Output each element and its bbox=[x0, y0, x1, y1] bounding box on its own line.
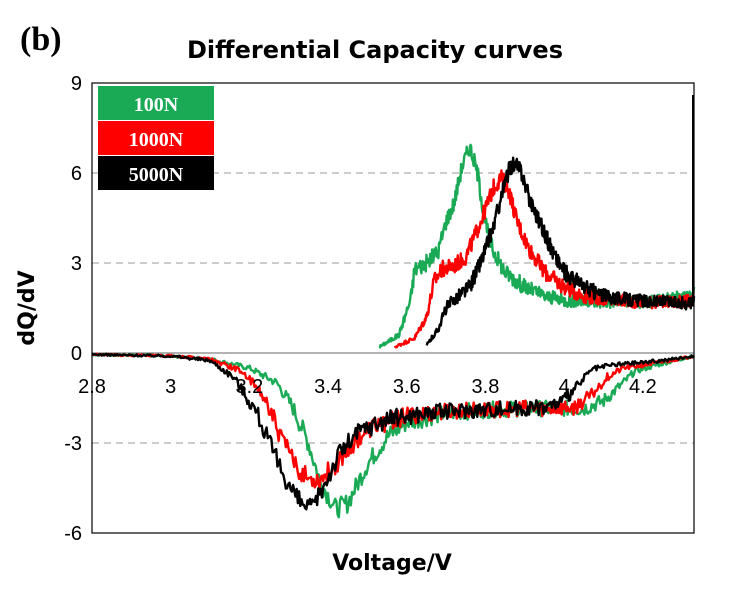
y-tick-label: 0 bbox=[71, 343, 82, 365]
legend: 100N 1000N 5000N bbox=[98, 86, 214, 190]
x-tick-labels: 2.8 3 3.2 3.4 3.6 3.8 4 4.2 bbox=[78, 376, 657, 398]
y-tick-labels: 9 6 3 0 -3 -6 bbox=[64, 73, 82, 545]
series-5000N bbox=[91, 156, 696, 511]
y-tick-label: -3 bbox=[64, 433, 82, 455]
panel-label: (b) bbox=[20, 21, 62, 58]
x-tick-label: 4.2 bbox=[629, 376, 657, 398]
x-tick-label: 3 bbox=[165, 376, 176, 398]
y-tick-label: 6 bbox=[71, 163, 82, 185]
legend-swatch-100N bbox=[98, 86, 214, 120]
series-1000N bbox=[91, 169, 695, 489]
series-line-discharge-5000N bbox=[91, 352, 695, 511]
plot-area-border bbox=[91, 82, 695, 534]
series-line-charge-5000N bbox=[425, 156, 696, 346]
legend-label-100N: 100N bbox=[134, 94, 179, 116]
x-tick-label: 2.8 bbox=[78, 376, 106, 398]
series-lines bbox=[91, 95, 696, 519]
y-tick-label: 9 bbox=[71, 73, 82, 95]
chart-title: Differential Capacity curves bbox=[187, 36, 563, 64]
x-tick-label: 3.4 bbox=[314, 376, 342, 398]
series-100N bbox=[91, 143, 696, 519]
legend-label-5000N: 5000N bbox=[129, 164, 184, 186]
y-tick-label: 3 bbox=[71, 253, 82, 275]
legend-swatch-1000N bbox=[98, 121, 214, 155]
y-tick-label: -6 bbox=[64, 523, 82, 545]
x-axis-title: Voltage/V bbox=[332, 551, 452, 576]
x-tick-label: 3.6 bbox=[393, 376, 421, 398]
legend-label-1000N: 1000N bbox=[129, 129, 184, 151]
y-axis-title: dQ/dV bbox=[15, 270, 40, 345]
series-line-charge-1000N bbox=[393, 169, 695, 349]
x-tick-label: 4 bbox=[559, 376, 570, 398]
x-tick-label: 3.2 bbox=[235, 376, 263, 398]
legend-swatch-5000N bbox=[98, 156, 214, 190]
series-line-discharge-1000N bbox=[91, 352, 695, 489]
x-tick-label: 3.8 bbox=[472, 376, 500, 398]
